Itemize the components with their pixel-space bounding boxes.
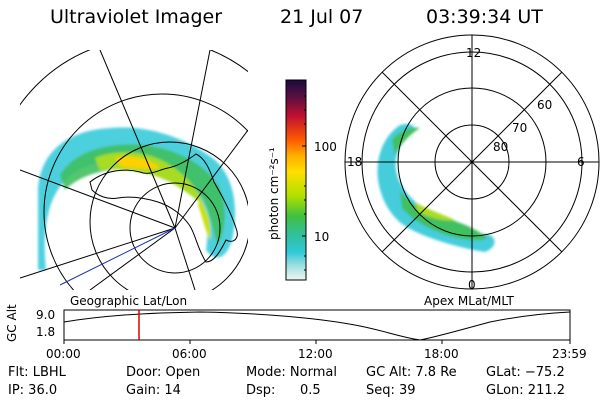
door-status: Door: Open [126,365,201,380]
colorbar [285,79,307,281]
glat-status: GLat: −75.2 [486,365,565,380]
geo-meridians [20,50,248,290]
polar-panel-label: Apex MLat/MLT [424,294,514,308]
lat-label-60: 60 [537,98,553,112]
geo-lat-circle [43,93,248,290]
lat-label-70: 70 [512,121,528,135]
timeline-ticks [63,340,571,344]
colorbar-ticks [302,95,306,271]
filter-status: Flt: LBHL [8,365,66,380]
geo-lat-circle [89,141,248,290]
polar-aurora-emission [377,123,495,252]
colorbar-unit-label: photon cm⁻²s⁻¹ [267,147,281,240]
timeline-xtick: 00:00 [46,347,81,361]
dsp-label: Dsp: [246,383,276,398]
timeline-xtick: 12:00 [298,347,333,361]
mlt-label-0: 0 [468,278,476,292]
timeline-ytick-1.8: 1.8 [36,325,56,339]
polar-plot [344,34,600,290]
seq-status: Seq: 39 [366,383,416,398]
geo-lat-circle [129,182,221,274]
timeline-ylabel: GC Alt [5,304,19,342]
timeline-xtick: 23:59 [552,347,587,361]
ip-status: IP: 36.0 [8,383,58,398]
colorbar-tick-10: 10 [314,230,330,244]
time-label: 03:39:34 UT [426,6,543,28]
dsp-value: 0.5 [300,383,321,398]
timeline-xtick: 18:00 [424,347,459,361]
gain-status: Gain: 14 [126,383,181,398]
timeline-ytick-9: 9.0 [36,308,56,322]
timeline-frame [63,309,571,341]
instrument-title: Ultraviolet Imager [50,6,223,28]
altitude-curve [63,311,571,341]
mlt-label-6: 6 [577,155,585,169]
mlt-label-18: 18 [347,155,363,169]
glon-status: GLon: 211.2 [486,383,566,398]
colorbar-tick-100: 100 [314,140,337,154]
coastline [89,153,238,263]
polar-mlt-grid [345,35,599,289]
timeline-xtick: 06:00 [172,347,207,361]
date-label: 21 Jul 07 [280,6,364,28]
mode-status: Mode: Normal [246,365,337,380]
lat-label-80: 80 [493,140,509,154]
gc-alt-status: GC Alt: 7.8 Re [366,365,457,380]
mlt-label-12: 12 [466,46,482,60]
geographic-map [20,50,248,290]
geo-panel-label: Geographic Lat/Lon [70,294,188,308]
terminator-line [59,227,176,286]
